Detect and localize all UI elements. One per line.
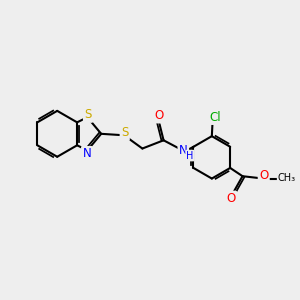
Text: Cl: Cl <box>209 110 220 124</box>
Text: S: S <box>121 126 128 140</box>
Text: N: N <box>179 143 188 157</box>
Text: CH₃: CH₃ <box>278 173 296 183</box>
Text: O: O <box>154 109 164 122</box>
Text: N: N <box>82 147 91 161</box>
Text: H: H <box>186 151 194 160</box>
Text: O: O <box>226 192 236 205</box>
Text: O: O <box>259 169 268 182</box>
Text: S: S <box>84 108 92 122</box>
